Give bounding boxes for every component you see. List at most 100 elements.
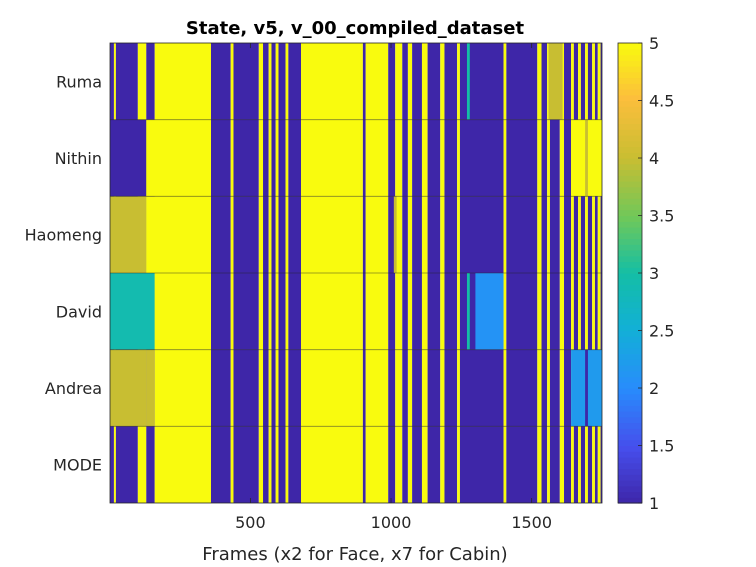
heatmap-cell (427, 119, 441, 197)
heatmap-cell (600, 196, 602, 273)
row-label-ruma: Ruma (56, 72, 102, 91)
heatmap-cell (233, 273, 259, 350)
heatmap-cell (146, 349, 155, 427)
colorbar-band (618, 480, 642, 487)
heatmap-cell (365, 119, 389, 197)
heatmap-cell (457, 426, 460, 503)
heatmap-cell (301, 273, 363, 350)
heatmap-cell (592, 196, 595, 273)
row-label-nithin: Nithin (55, 149, 102, 168)
heatmap-cell (263, 349, 269, 427)
heatmap-cell (230, 43, 234, 120)
heatmap-cell (571, 43, 574, 120)
heatmap-cell (388, 196, 396, 273)
x-tick-label: 1000 (371, 513, 412, 532)
heatmap-cell (115, 426, 138, 503)
heatmap-cell (503, 426, 507, 503)
colorbar-band (618, 244, 642, 251)
heatmap-cell (301, 196, 363, 273)
colorbar-band (618, 89, 642, 96)
heatmap-cell (421, 43, 428, 120)
colorbar-band (618, 445, 642, 452)
heatmap-cell (440, 349, 445, 427)
heatmap-cell (233, 43, 259, 120)
colorbar-band (618, 393, 642, 401)
colorbar-band (618, 66, 642, 73)
heatmap-cell (285, 273, 289, 350)
heatmap-cell (154, 43, 211, 120)
heatmap-cell (549, 119, 560, 197)
heatmap-cell (278, 119, 286, 197)
colorbar-band (618, 48, 642, 56)
heatmap-cell (233, 426, 259, 503)
heatmap-cell (537, 196, 542, 273)
colorbar-band (618, 209, 642, 217)
colorbar-band (618, 129, 642, 136)
colorbar-band (618, 405, 642, 412)
colorbar-tick-label: 2 (649, 379, 659, 398)
colorbar-band (618, 43, 642, 50)
heatmap-cell (210, 426, 231, 503)
heatmap-cell (573, 273, 579, 350)
colorbar-band (618, 359, 642, 366)
heatmap-cell (362, 349, 366, 427)
colorbar-band (618, 267, 642, 274)
heatmap-cell (301, 43, 363, 120)
heatmap-cell (564, 43, 572, 120)
colorbar-band (618, 169, 642, 176)
heatmap-cell (137, 426, 147, 503)
heatmap-cell (597, 426, 601, 503)
heatmap-cell (466, 273, 470, 350)
heatmap-cell (578, 273, 581, 350)
colorbar-band (618, 457, 642, 464)
heatmap-cell (457, 349, 460, 427)
heatmap-cell (444, 426, 458, 503)
colorbar-band (618, 204, 642, 211)
heatmap-cell (285, 119, 289, 197)
heatmap-cell (564, 426, 572, 503)
heatmap-cell (548, 43, 563, 120)
colorbar: 1 1.5 2 2.5 3 3.5 4 4.5 5 (617, 34, 674, 513)
colorbar-band (618, 123, 642, 130)
heatmap-cell (578, 426, 581, 503)
heatmap-cell (580, 196, 586, 273)
heatmap-cell (388, 119, 396, 197)
colorbar-band (618, 152, 642, 159)
heatmap-cell (263, 43, 269, 120)
heatmap-cell (288, 426, 302, 503)
heatmap-cell (597, 43, 601, 120)
heatmap-cell (559, 119, 565, 197)
colorbar-band (618, 250, 642, 257)
heatmap-cell (210, 119, 231, 197)
heatmap-cell (365, 273, 389, 350)
heatmap-cell (600, 43, 602, 120)
heatmap-cell (395, 119, 403, 197)
heatmap-cell (440, 196, 445, 273)
heatmap-cell (571, 273, 574, 350)
heatmap-cell (285, 426, 289, 503)
heatmap-cell (275, 426, 279, 503)
colorbar-band (618, 485, 642, 493)
heatmap-cell (230, 426, 234, 503)
colorbar-band (618, 428, 642, 435)
heatmap-cell (210, 349, 231, 427)
colorbar-band (618, 451, 642, 458)
colorbar-band (618, 100, 642, 107)
heatmap-cell (592, 43, 595, 120)
heatmap-cell (421, 273, 428, 350)
colorbar-band (618, 163, 642, 171)
heatmap-cell (362, 196, 366, 273)
heatmap-cell (578, 196, 581, 273)
colorbar-band (618, 192, 642, 199)
heatmap-cell (137, 43, 147, 120)
heatmap-cell (407, 426, 413, 503)
colorbar-band (618, 313, 642, 320)
heatmap-cell (549, 426, 560, 503)
heatmap-cell (503, 273, 507, 350)
heatmap-cell (365, 196, 389, 273)
heatmap-cell (503, 349, 507, 427)
x-tick-label: 1500 (511, 513, 552, 532)
colorbar-band (618, 117, 642, 125)
heatmap-cell (559, 426, 565, 503)
heatmap-cell (263, 273, 269, 350)
